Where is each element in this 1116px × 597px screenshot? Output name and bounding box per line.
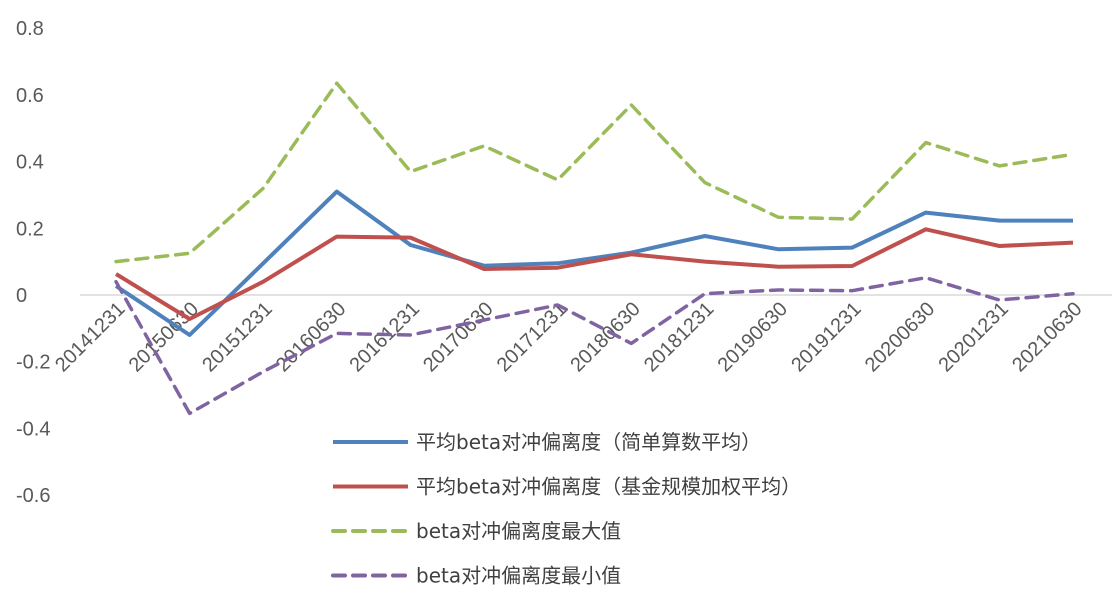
y-tick-label: -0.2	[16, 352, 50, 374]
x-tick-label: 20201231	[934, 298, 1012, 376]
legend-label: 平均beta对冲偏离度（基金规模加权平均）	[416, 475, 801, 499]
legend-label: beta对冲偏离度最大值	[416, 519, 621, 543]
x-tick-label: 20210630	[1008, 298, 1086, 376]
y-tick-label: 0.8	[16, 18, 44, 40]
x-tick-label: 20180630	[566, 298, 644, 376]
y-tick-label: -0.6	[16, 485, 50, 507]
y-tick-label: 0	[16, 285, 27, 307]
y-tick-label: 0.4	[16, 152, 44, 174]
y-tick-label: 0.2	[16, 218, 44, 240]
y-tick-label: 0.6	[16, 85, 44, 107]
series-line-3	[114, 275, 1075, 416]
x-tick-label: 20160630	[272, 298, 350, 376]
x-tick-label: 20200630	[861, 298, 939, 376]
legend-label: beta对冲偏离度最小值	[416, 564, 621, 588]
series-line-1	[114, 227, 1074, 321]
series-line-0	[114, 189, 1073, 337]
x-tick-label: 20171231	[493, 298, 571, 376]
x-tick-label: 20161231	[346, 298, 424, 376]
series-line-2	[114, 81, 1075, 264]
x-tick-label: 20150630	[125, 298, 203, 376]
x-tick-label: 20170630	[419, 298, 497, 376]
y-tick-label: -0.4	[16, 418, 50, 440]
x-tick-label: 20141231	[51, 298, 129, 376]
x-tick-label: 20191231	[787, 298, 865, 376]
legend-label: 平均beta对冲偏离度（简单算数平均）	[416, 430, 761, 454]
x-tick-label: 20190630	[714, 298, 792, 376]
